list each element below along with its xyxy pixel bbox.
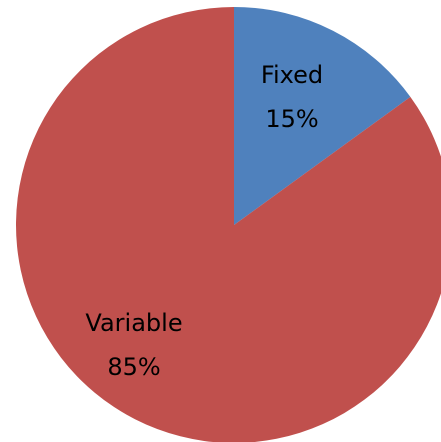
slice-label-variable: Variable bbox=[85, 309, 182, 337]
pie-slice-variable bbox=[16, 7, 441, 442]
slice-label-fixed: Fixed bbox=[261, 61, 323, 89]
pie-slices bbox=[16, 7, 441, 442]
pie-slice-fixed bbox=[234, 7, 411, 225]
slice-value-fixed: 15% bbox=[265, 105, 318, 133]
slice-value-variable: 85% bbox=[107, 353, 160, 381]
